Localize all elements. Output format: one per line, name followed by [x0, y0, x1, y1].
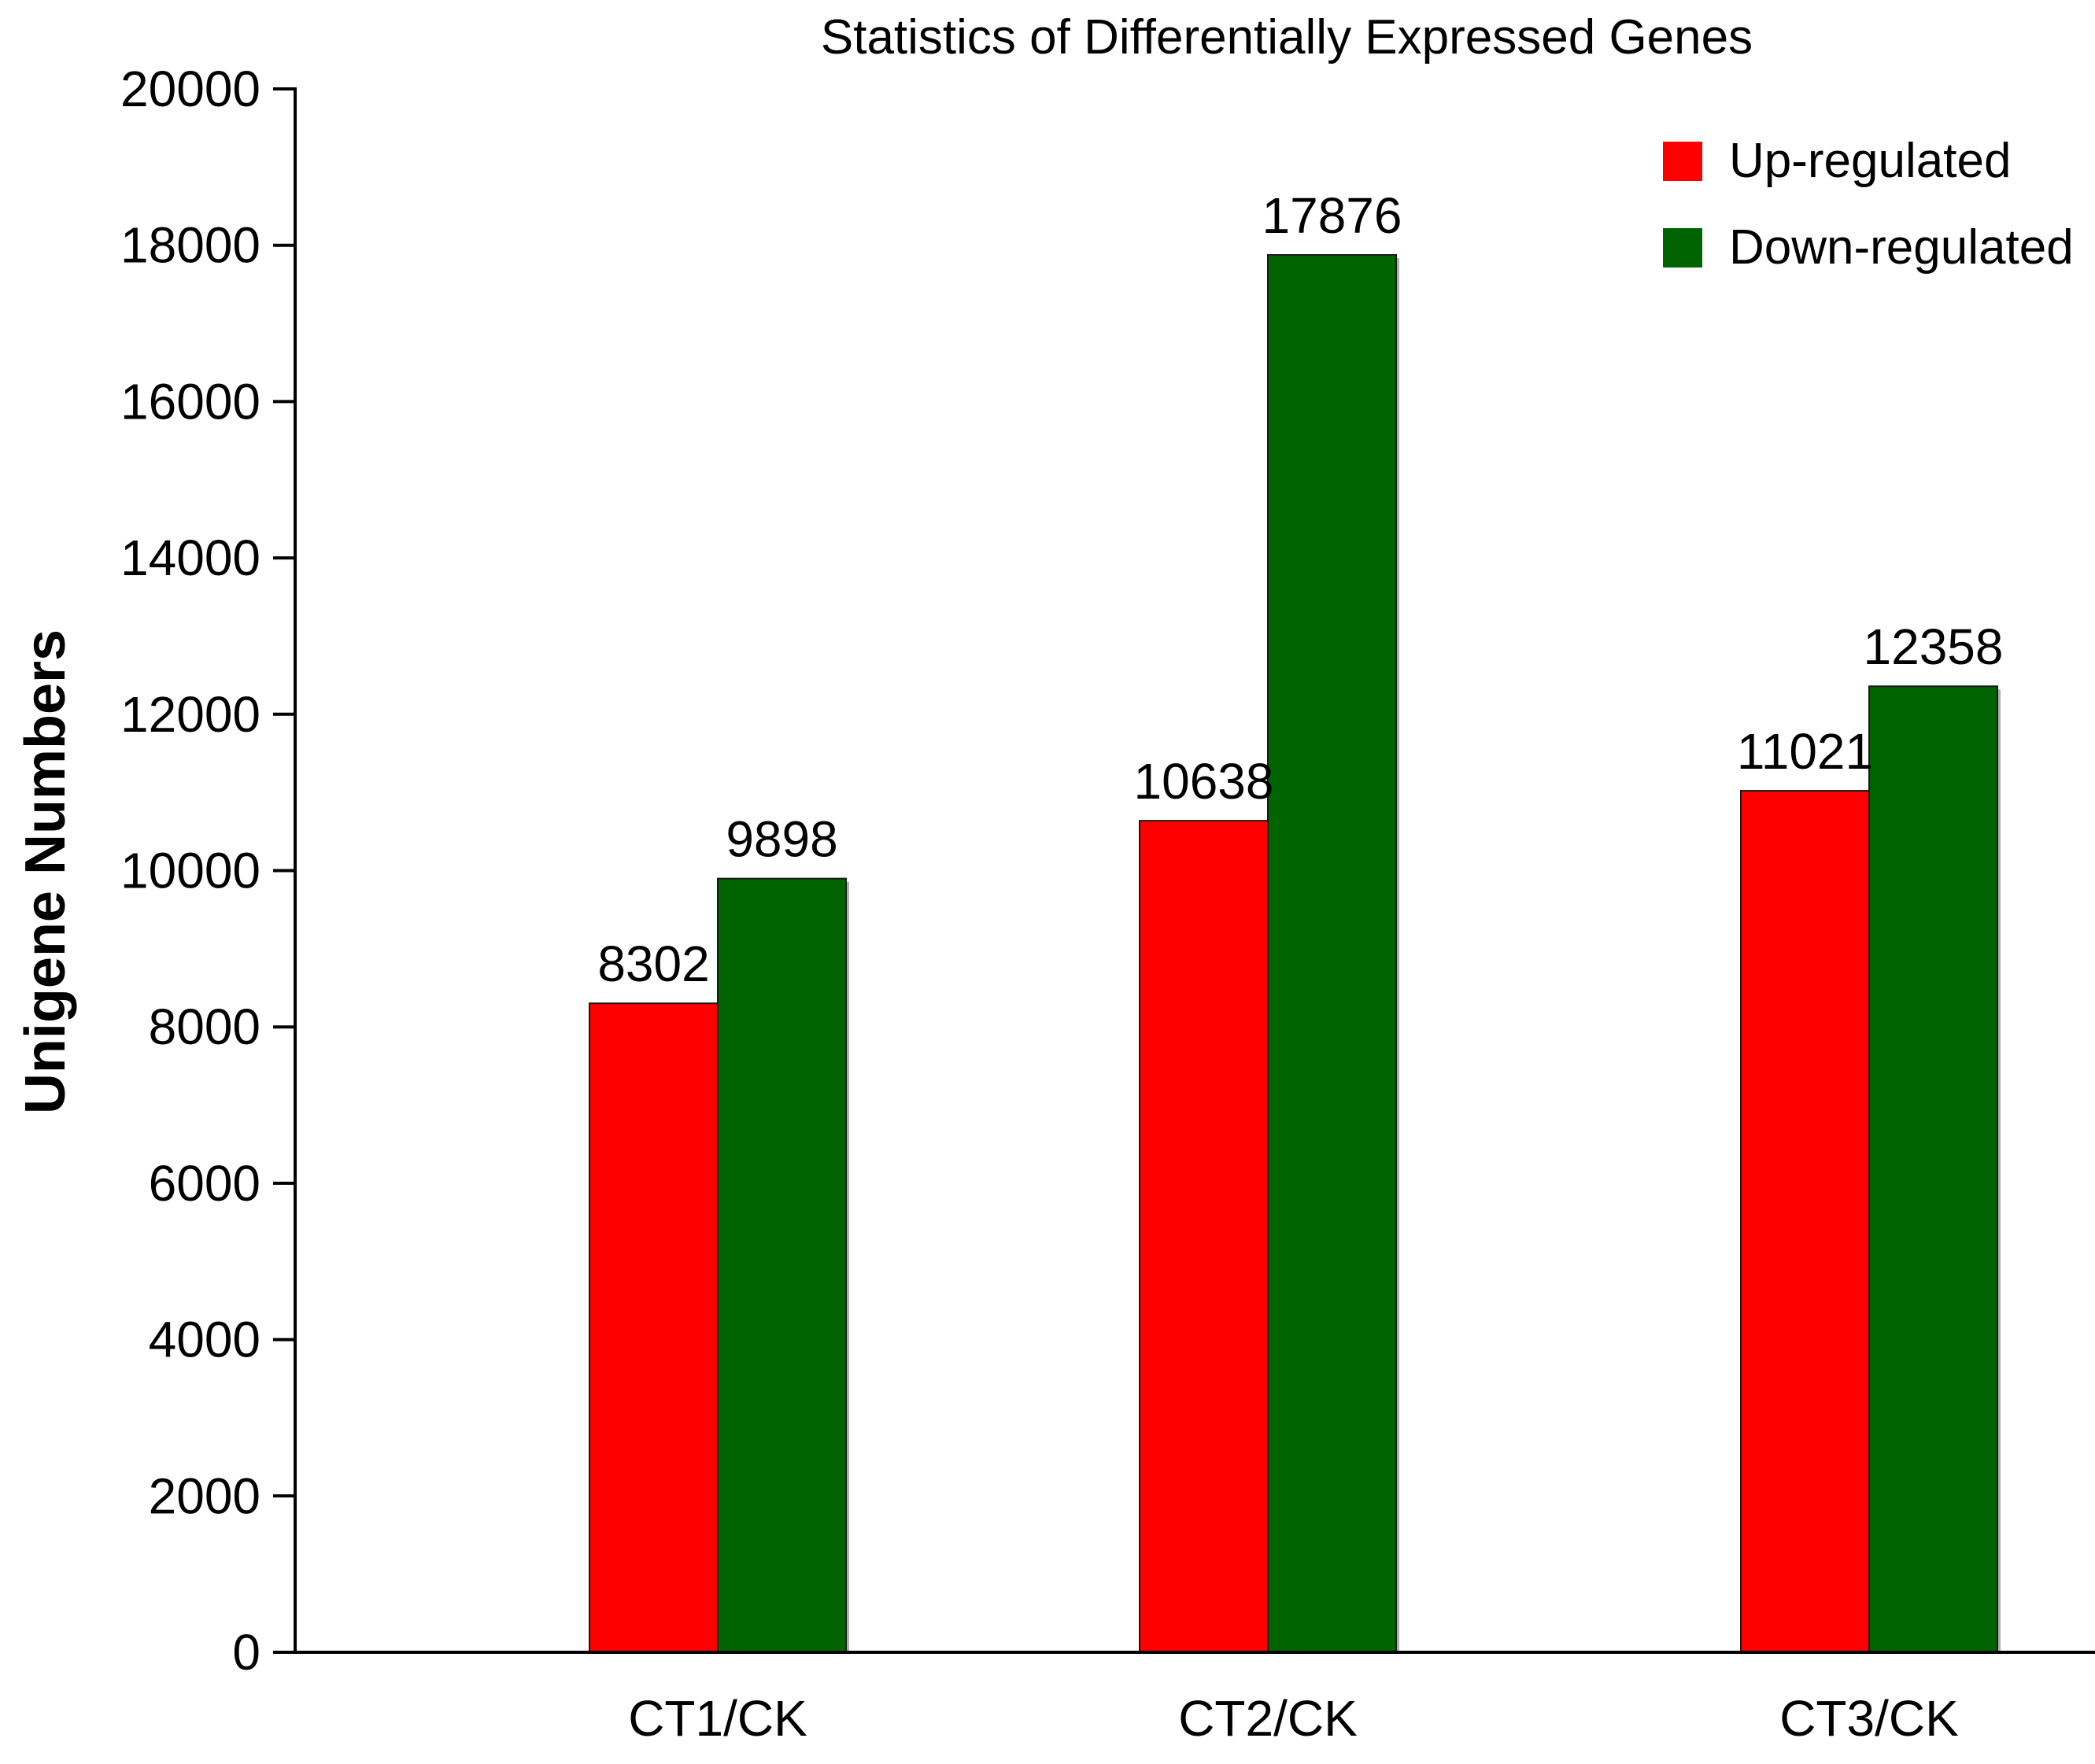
y-tick-label: 6000 — [149, 1155, 260, 1212]
bar-down-regulated-ct1-ck — [717, 877, 847, 1653]
bar-up-regulated-ct3-ck — [1740, 790, 1870, 1654]
x-category-label: CT3/CK — [1779, 1690, 1959, 1747]
y-axis: 0 2000 4000 6000 8000 10000 12000 14000 16000 180… — [120, 61, 297, 1681]
y-tick-label: 4000 — [149, 1312, 260, 1368]
y-tick-label: 18000 — [120, 217, 260, 274]
bar-value-label: 10638 — [1134, 753, 1274, 810]
y-tick-label: 12000 — [120, 686, 260, 743]
legend-swatch-up-regulated — [1663, 142, 1702, 181]
y-tick-label: 20000 — [120, 61, 260, 117]
bar-up-regulated-ct2-ck — [1139, 820, 1269, 1653]
bars-group — [589, 254, 2001, 1654]
bar-down-regulated-ct3-ck — [1868, 685, 1998, 1654]
bar-value-label: 8302 — [597, 936, 709, 992]
legend-label-down-regulated: Down-regulated — [1729, 220, 2074, 275]
bar-value-label: 9898 — [726, 811, 837, 868]
legend-label-up-regulated: Up-regulated — [1729, 134, 2011, 188]
y-tick-label: 10000 — [120, 843, 260, 899]
y-tick-label: 16000 — [120, 373, 260, 430]
y-axis-title: Unigene Numbers — [14, 629, 77, 1114]
bar-up-regulated-ct1-ck — [589, 1002, 719, 1653]
legend: Up-regulated Down-regulated — [1663, 134, 2074, 275]
bar-down-regulated-ct2-ck — [1267, 254, 1397, 1653]
x-category-label: CT1/CK — [628, 1690, 807, 1747]
legend-swatch-down-regulated — [1663, 228, 1702, 268]
chart-title: Statistics of Differentially Expressed G… — [821, 10, 1753, 65]
x-category-label: CT2/CK — [1178, 1690, 1358, 1747]
y-tick-label: 2000 — [149, 1467, 260, 1524]
x-axis: CT1/CK CT2/CK CT3/CK — [273, 1651, 2095, 1747]
y-tick-label: 8000 — [149, 998, 260, 1055]
bar-value-label: 11021 — [1737, 723, 1873, 780]
y-tick-label: 14000 — [120, 530, 260, 586]
bar-value-label: 12358 — [1864, 618, 2004, 675]
bar-value-label: 17876 — [1262, 187, 1402, 244]
value-labels-group: 8302 9898 10638 17876 11021 12358 — [597, 187, 2003, 992]
y-tick-label: 0 — [232, 1624, 260, 1681]
